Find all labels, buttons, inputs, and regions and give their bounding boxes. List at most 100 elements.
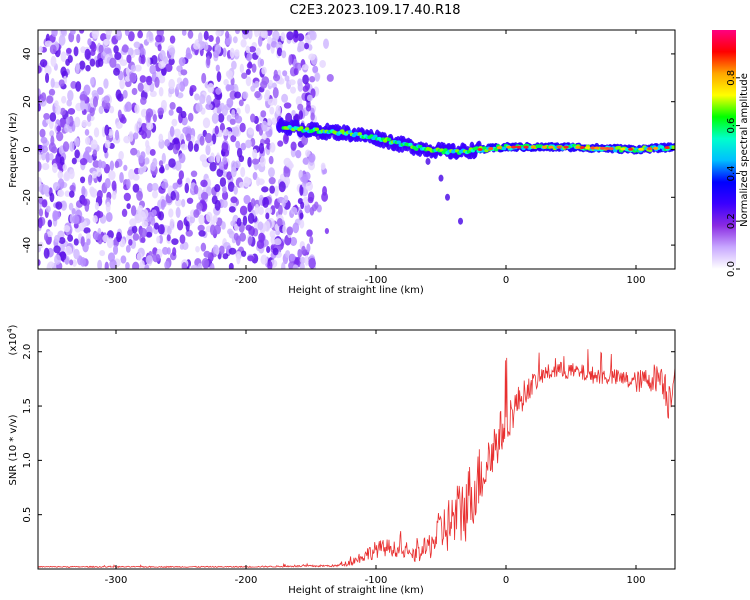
heatmap-noise-cell: [198, 32, 203, 43]
heatmap-noise-cell: [38, 151, 42, 162]
heatmap-noise-cell: [195, 245, 200, 253]
heatmap-noise-cell: [290, 86, 297, 94]
heatmap-noise-cell: [129, 72, 137, 83]
heatmap-noise-cell: [236, 253, 241, 265]
heatmap-noise-cell: [38, 161, 42, 172]
x-tick-label: -200: [235, 575, 258, 586]
heatmap-noise-cell: [300, 201, 305, 210]
heatmap-noise-cell: [73, 248, 80, 260]
x-tick-label: 0: [503, 275, 509, 286]
heatmap-noise-cell: [128, 238, 133, 246]
heatmap-peak-cell: [511, 145, 517, 149]
heatmap-noise-cell: [62, 164, 67, 171]
heatmap-noise-cell: [187, 140, 194, 152]
heatmap-noise-cell: [114, 160, 120, 169]
heatmap-noise-cell: [219, 177, 227, 188]
heatmap-noise-cell: [157, 44, 162, 52]
heatmap-noise-cell: [74, 149, 80, 159]
heatmap-noise-cell: [181, 198, 186, 208]
heatmap-noise-cell: [218, 245, 225, 255]
heatmap-y-label: Frequency (Hz): [8, 112, 19, 188]
y-tick-label: 40: [22, 48, 33, 61]
heatmap-peak-cell: [620, 147, 626, 151]
heatmap-noise-cell: [50, 55, 57, 67]
heatmap-noise-cell: [49, 130, 55, 138]
heatmap-noise-cell: [185, 220, 190, 232]
heatmap-noise-cell: [73, 46, 79, 57]
heatmap-noise-cell: [299, 219, 305, 229]
heatmap-noise-cell: [109, 259, 117, 269]
snr-x-ticks: -300 -200 -100 0 100: [105, 330, 646, 586]
heatmap-noise-cell: [49, 112, 57, 122]
y-tick-label: 1.0: [22, 452, 33, 468]
heatmap-noise-cell: [62, 141, 70, 152]
heatmap-noise-cell: [276, 47, 283, 57]
heatmap-noise-cell: [290, 141, 297, 151]
heatmap-core-cell: [443, 148, 448, 152]
heatmap-noise-cell: [299, 184, 304, 196]
heatmap-noise-cell: [64, 245, 73, 256]
heatmap-core-cell: [616, 145, 622, 150]
heatmap-noise-cell: [292, 264, 299, 269]
x-tick-label: -300: [105, 575, 128, 586]
snr-multiplier: (x104): [6, 324, 19, 355]
heatmap-noise-cell: [51, 30, 58, 38]
heatmap-noise-cell: [225, 84, 231, 92]
heatmap-noise-cell: [282, 208, 288, 216]
heatmap-noise-cell: [238, 181, 245, 188]
heatmap-noise-cell: [151, 182, 159, 192]
heatmap-noise-cell: [268, 155, 274, 165]
heatmap-noise-cell: [123, 164, 128, 172]
heatmap-noise-cell: [250, 198, 256, 207]
heatmap-noise-cell: [200, 191, 209, 200]
heatmap-noise-cell: [43, 113, 50, 120]
heatmap-noise-cell: [178, 170, 185, 180]
heatmap-noise-cell: [55, 104, 61, 115]
heatmap-noise-cell: [155, 71, 163, 79]
heatmap-noise-cell: [269, 106, 275, 115]
heatmap-noise-cell: [169, 101, 176, 110]
heatmap-peak-cell: [541, 145, 547, 149]
heatmap-noise-cell: [54, 234, 60, 243]
heatmap-noise-cell: [260, 30, 268, 39]
heatmap-noise-cell: [43, 232, 49, 241]
heatmap-noise-cell: [216, 71, 222, 83]
heatmap-noise-cell: [288, 79, 296, 86]
heatmap-noise-cell: [164, 139, 170, 147]
heatmap-noise-cell: [218, 161, 224, 170]
heatmap-noise-cell: [105, 30, 113, 36]
heatmap-noise-cell: [267, 98, 276, 106]
heatmap-noise-cell: [181, 30, 187, 36]
heatmap-noise-cell: [97, 234, 103, 245]
heatmap-core-cell: [386, 137, 392, 142]
heatmap-noise-cell: [252, 148, 258, 160]
heatmap-noise-cell: [79, 60, 86, 70]
heatmap-noise-cell: [299, 212, 304, 220]
heatmap-noise-cell: [176, 65, 182, 72]
heatmap-noise-cell: [137, 30, 143, 39]
heatmap-noise-cell: [50, 78, 55, 88]
heatmap-noise-cell: [136, 252, 143, 261]
heatmap-noise-cell: [58, 34, 66, 46]
heatmap-branch-cell: [458, 217, 463, 225]
colorbar-label: Normalized spectral amplitude: [739, 73, 750, 227]
heatmap-noise-cell: [260, 254, 268, 265]
heatmap-noise-cell: [139, 227, 148, 238]
heatmap-noise-cell: [244, 103, 251, 114]
heatmap-noise-cell: [67, 90, 74, 102]
heatmap-noise-cell: [179, 234, 186, 244]
heatmap-noise-cell: [148, 31, 154, 42]
heatmap-noise-cell: [79, 93, 88, 101]
x-tick-label: -200: [235, 275, 258, 286]
heatmap-noise-cell: [281, 198, 286, 208]
heatmap-peak-cell: [516, 145, 522, 149]
heatmap-noise-cell: [144, 157, 150, 165]
heatmap-noise-cell: [40, 150, 47, 161]
heatmap-noise-cell: [137, 82, 144, 92]
y-tick-label: 0.5: [22, 507, 33, 523]
heatmap-noise-cell: [239, 63, 244, 74]
heatmap-noise-cell: [205, 103, 213, 111]
heatmap-noise-cell: [245, 45, 251, 54]
heatmap-noise-cell: [203, 259, 209, 269]
heatmap-noise-cell: [155, 253, 161, 262]
